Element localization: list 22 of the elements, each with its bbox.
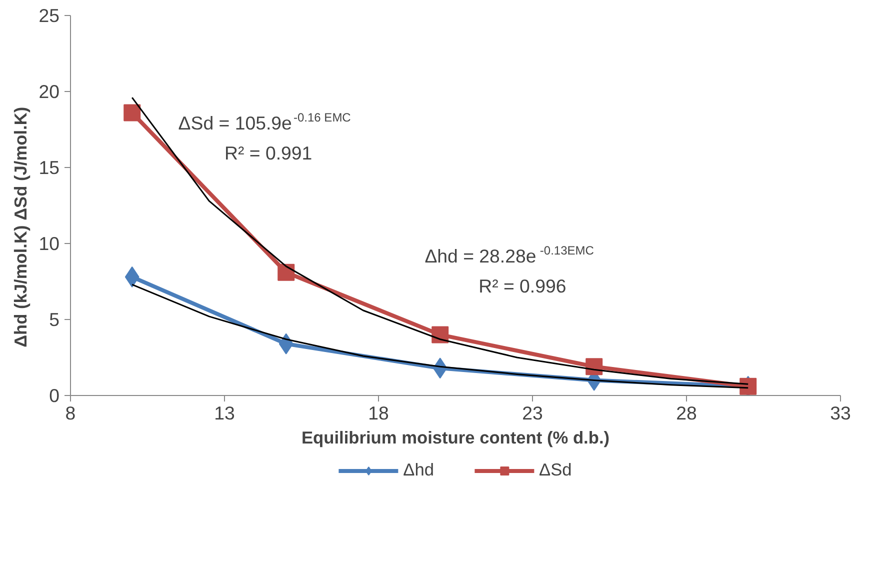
point [586,358,603,376]
point [432,326,449,344]
x-tick-label: 8 [65,402,76,424]
y-tick-label: 10 [38,233,60,254]
y-tick-label: 15 [38,157,60,178]
x-tick-label: 23 [522,402,543,424]
point [124,104,141,122]
x-tick-label: 28 [676,402,697,424]
y-tick-label: 20 [38,81,60,102]
annotation: R² = 0.991 [224,142,312,164]
y-tick-label: 5 [49,309,60,330]
y-axis-title: Δhd (kJ/mol.K) ΔSd (J/mol.K) [10,106,31,348]
legend-label: ΔSd [539,460,572,480]
legend-label: Δhd [403,460,434,480]
x-tick-label: 13 [214,402,235,424]
annotation: R² = 0.996 [478,276,566,297]
x-tick-label: 33 [830,402,851,424]
x-tick-label: 18 [368,402,389,424]
point [278,264,295,281]
y-tick-label: 0 [49,385,60,406]
y-tick-label: 25 [38,5,60,26]
x-axis-title: Equilibrium moisture content (% d.b.) [301,428,610,448]
